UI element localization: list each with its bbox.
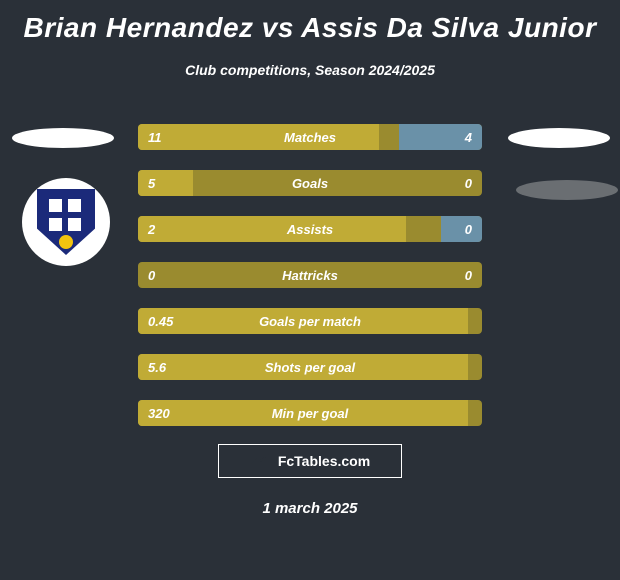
bar-value-right: 0 xyxy=(465,170,472,196)
stat-bar: 0Hattricks0 xyxy=(138,262,482,288)
shield-icon xyxy=(37,189,95,255)
ball-icon xyxy=(59,235,73,249)
stat-bar: 0.45Goals per match xyxy=(138,308,482,334)
stat-bar: 5.6Shots per goal xyxy=(138,354,482,380)
bar-label: Goals xyxy=(138,170,482,196)
bar-label: Goals per match xyxy=(138,308,482,334)
bar-value-right: 0 xyxy=(465,262,472,288)
bar-label: Hattricks xyxy=(138,262,482,288)
player-right-placeholder-2 xyxy=(516,180,618,200)
player-right-placeholder xyxy=(508,128,610,148)
stat-bar: 11Matches4 xyxy=(138,124,482,150)
page-title: Brian Hernandez vs Assis Da Silva Junior xyxy=(0,0,620,44)
stat-bar: 320Min per goal xyxy=(138,400,482,426)
bar-value-right: 0 xyxy=(465,216,472,242)
club-logo xyxy=(22,178,110,266)
stat-bars: 11Matches45Goals02Assists00Hattricks00.4… xyxy=(138,124,482,426)
footer-brand-text: FcTables.com xyxy=(278,453,370,469)
bar-label: Assists xyxy=(138,216,482,242)
subtitle: Club competitions, Season 2024/2025 xyxy=(0,62,620,78)
stat-bar: 5Goals0 xyxy=(138,170,482,196)
stat-bar: 2Assists0 xyxy=(138,216,482,242)
bar-label: Shots per goal xyxy=(138,354,482,380)
date: 1 march 2025 xyxy=(0,500,620,517)
chart-icon xyxy=(250,452,272,470)
player-left-placeholder xyxy=(12,128,114,148)
footer-brand: FcTables.com xyxy=(218,444,402,478)
bar-value-right: 4 xyxy=(465,124,472,150)
bar-label: Min per goal xyxy=(138,400,482,426)
bar-label: Matches xyxy=(138,124,482,150)
